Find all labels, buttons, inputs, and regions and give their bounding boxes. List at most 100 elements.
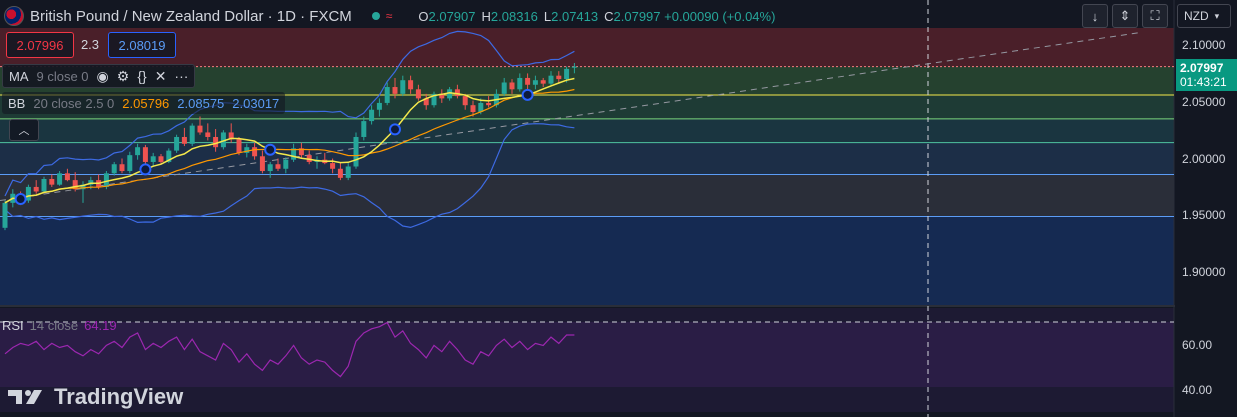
candle-body (244, 147, 250, 153)
candle-body (361, 121, 367, 137)
candle (259, 150, 265, 174)
close-icon[interactable]: ✕ (154, 67, 167, 84)
candle (540, 77, 546, 88)
rsi-axis-label: 60.00 (1182, 338, 1213, 352)
price-zone (0, 28, 1174, 67)
ma-indicator-legend[interactable]: MA 9 close 0 ◉ ⚙ {} ✕ ··· (2, 64, 196, 88)
candle-body (33, 186, 39, 192)
signal-marker (264, 143, 277, 156)
sell-button[interactable]: 2.07996 (6, 32, 74, 58)
candle-body (517, 77, 523, 90)
collapse-legend-button[interactable]: ︿ (9, 119, 39, 141)
arrow-down-icon: ↓ (1091, 8, 1099, 24)
signal-marker (139, 163, 152, 176)
candle-body (384, 87, 390, 103)
candle-body (369, 109, 375, 122)
signal-marker (14, 193, 27, 206)
candle-body (291, 148, 297, 160)
gear-icon[interactable]: ⚙ (116, 67, 130, 84)
candle-body (72, 180, 78, 190)
rsi-name: RSI (2, 318, 24, 333)
bb-basis-value: 2.05796 (122, 95, 170, 111)
candle (337, 161, 343, 181)
symbol-title[interactable]: British Pound / New Zealand Dollar · 1D … (30, 7, 352, 25)
candle (275, 158, 281, 172)
rsi-params: 14 close (29, 318, 79, 333)
candle-body (283, 159, 289, 169)
candle (189, 123, 195, 147)
eye-icon[interactable]: ◉ (96, 67, 109, 84)
candle-body (571, 66, 577, 68)
candle-body (205, 132, 211, 137)
ohlc-open: O2.07907 (418, 8, 476, 24)
ohlc-close: C2.07997 +0.00090 (+0.04%) (604, 8, 776, 24)
rsi-line (4, 321, 575, 378)
candle (556, 71, 562, 83)
candle-body (556, 75, 562, 80)
candle (517, 73, 523, 92)
candle (181, 127, 187, 147)
candle-body (525, 77, 531, 85)
rsi-legend[interactable]: RSI 14 close 64.19 (2, 318, 117, 333)
candle-body (462, 96, 468, 106)
candle (57, 171, 63, 186)
currency-select[interactable]: NZD ▾ (1177, 4, 1231, 28)
currency-label: NZD (1184, 9, 1209, 23)
buy-button[interactable]: 2.08019 (108, 32, 176, 58)
chevron-collapse-icon: ⇕ (1119, 8, 1131, 23)
candle (213, 129, 219, 152)
candle-body (431, 93, 437, 106)
candle (525, 73, 531, 90)
candle (236, 136, 242, 156)
candle (291, 143, 297, 162)
bb-basis-line (4, 88, 575, 204)
ohlc-values: O2.07907 H2.08316 L2.07413 C2.07997 +0.0… (418, 9, 775, 24)
candle-body (119, 164, 125, 172)
candle-body (454, 89, 460, 97)
candle (220, 130, 226, 150)
candle (49, 174, 55, 187)
candle (423, 93, 429, 110)
candle-body (275, 164, 281, 169)
candle (486, 96, 492, 108)
candle (252, 142, 258, 160)
candle (33, 180, 39, 194)
candle (376, 98, 382, 117)
candle-body (197, 125, 203, 133)
candle-body (298, 148, 304, 156)
candle (135, 143, 141, 160)
rsi-pane (4, 321, 575, 378)
collapse-pane-button[interactable]: ⇕ (1112, 4, 1138, 28)
candle (298, 142, 304, 159)
tradingview-logo[interactable]: TradingView (8, 384, 183, 410)
candle-body (408, 80, 414, 90)
price-zone (0, 66, 1174, 95)
candle (571, 62, 577, 74)
candle-body (400, 80, 406, 94)
fullscreen-button[interactable]: ⛶ (1142, 4, 1168, 28)
candle (25, 184, 31, 203)
scroll-down-button[interactable]: ↓ (1082, 4, 1108, 28)
price-zone (0, 216, 1174, 305)
candle (415, 84, 421, 101)
candle-body (150, 156, 156, 162)
candle-body (330, 163, 336, 169)
candle-body (478, 102, 484, 113)
candle (548, 71, 554, 86)
candle-body (252, 147, 258, 157)
candle (150, 152, 156, 167)
braces-icon[interactable]: {} (137, 68, 147, 84)
candle (439, 89, 445, 103)
rsi-value: 64.19 (84, 318, 117, 333)
candle-body (41, 178, 47, 192)
candle (400, 75, 406, 97)
candle-body (353, 136, 359, 167)
bb-indicator-legend[interactable]: BB 20 close 2.5 0 2.05796 2.08575 2.0301… (2, 92, 286, 114)
candle-body (2, 202, 8, 228)
tradingview-logo-icon (8, 390, 42, 404)
chevron-down-icon: ▾ (1214, 10, 1220, 21)
more-icon[interactable]: ··· (174, 68, 189, 84)
logo-text: TradingView (54, 384, 184, 409)
